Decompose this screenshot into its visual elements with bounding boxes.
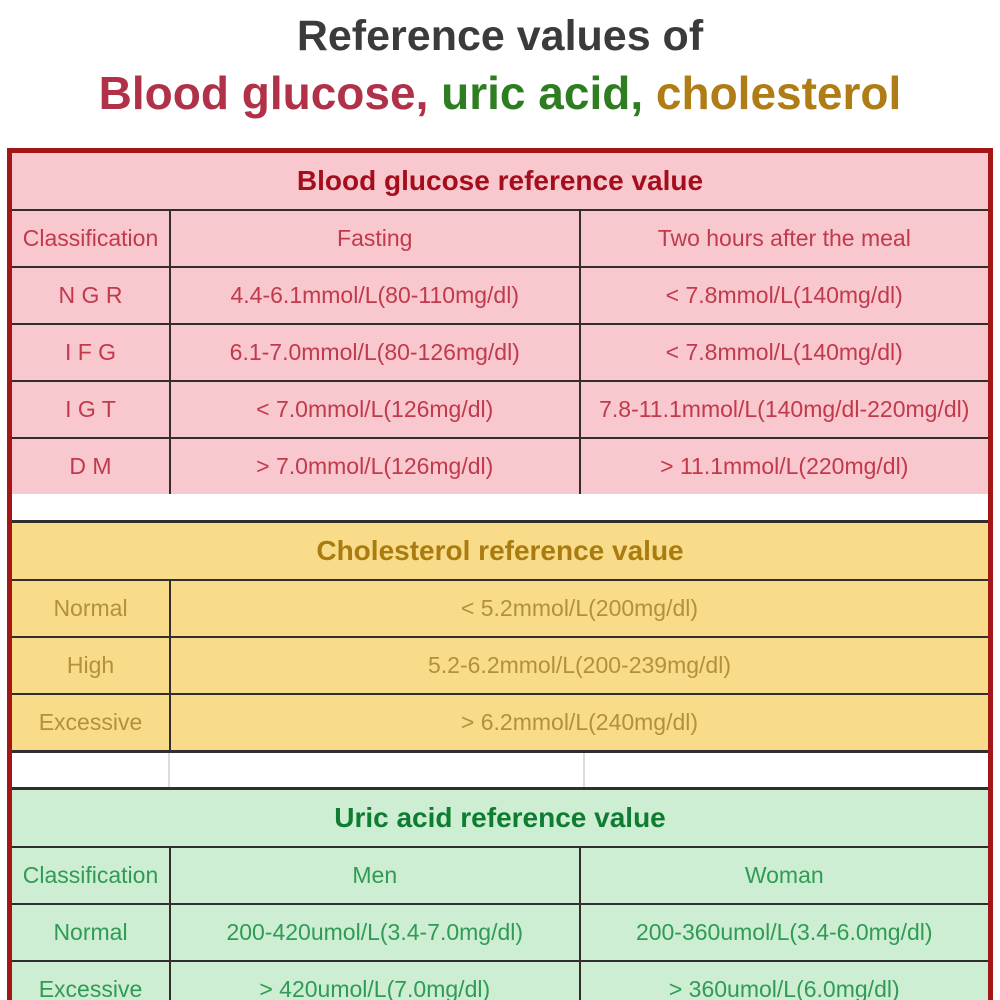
row-label: Normal [53, 595, 128, 621]
title-part-uric-acid: uric acid, [441, 67, 656, 119]
cell-value: 6.1-7.0mmol/L(80-126mg/dl) [169, 325, 579, 380]
cell-value: 4.4-6.1mmol/L(80-110mg/dl) [169, 268, 579, 323]
blood-glucose-table: Blood glucose reference value Classifica… [12, 153, 988, 494]
row-label: Excessive [38, 976, 143, 1000]
table-row-igt: I G T < 7.0mmol/L(126mg/dl) 7.8-11.1mmol… [12, 380, 988, 437]
column-header-classification: Classification [22, 225, 159, 251]
uric-acid-header-row: Classification Men Woman [12, 846, 988, 903]
cell-value: > 11.1mmol/L(220mg/dl) [578, 439, 989, 494]
row-label: Excessive [38, 709, 143, 735]
table-row-ifg: I F G 6.1-7.0mmol/L(80-126mg/dl) < 7.8mm… [12, 323, 988, 380]
column-header-woman: Woman [578, 848, 989, 903]
row-label: D M [69, 453, 112, 479]
cholesterol-table-title: Cholesterol reference value [316, 535, 684, 566]
row-label: I G T [65, 396, 116, 422]
cell-value: > 7.0mmol/L(126mg/dl) [169, 439, 579, 494]
cell-value: < 7.8mmol/L(140mg/dl) [578, 325, 989, 380]
page-title-line2: Blood glucose, uric acid, cholesterol [0, 64, 1000, 122]
cell-value: > 420umol/L(7.0mg/dl) [169, 962, 579, 1000]
uric-acid-table-title: Uric acid reference value [334, 802, 666, 833]
cell-value: > 360umol/L(6.0mg/dl) [578, 962, 989, 1000]
table-row-excessive: Excessive > 6.2mmol/L(240mg/dl) [12, 693, 988, 750]
page-title-line1: Reference values of [296, 12, 704, 60]
cell-value: > 6.2mmol/L(240mg/dl) [169, 695, 988, 750]
cell-value: 5.2-6.2mmol/L(200-239mg/dl) [169, 638, 988, 693]
uric-acid-table: Uric acid reference value Classification… [12, 787, 988, 1000]
spacer [12, 494, 988, 520]
cell-value: 200-360umol/L(3.4-6.0mg/dl) [578, 905, 989, 960]
blood-glucose-table-title: Blood glucose reference value [296, 165, 704, 196]
table-row-excessive: Excessive > 420umol/L(7.0mg/dl) > 360umo… [12, 960, 988, 1000]
table-row-normal: Normal < 5.2mmol/L(200mg/dl) [12, 579, 988, 636]
cell-value: < 5.2mmol/L(200mg/dl) [169, 581, 988, 636]
cell-value: < 7.8mmol/L(140mg/dl) [578, 268, 989, 323]
row-label: Normal [53, 919, 128, 945]
table-row-ngr: N G R 4.4-6.1mmol/L(80-110mg/dl) < 7.8mm… [12, 266, 988, 323]
cell-value: 200-420umol/L(3.4-7.0mg/dl) [169, 905, 579, 960]
spacer [12, 753, 988, 787]
table-row-normal: Normal 200-420umol/L(3.4-7.0mg/dl) 200-3… [12, 903, 988, 960]
blood-glucose-header-row: Classification Fasting Two hours after t… [12, 209, 988, 266]
column-header-two-hours: Two hours after the meal [578, 211, 989, 266]
spacer-column-line [12, 753, 170, 787]
column-header-men: Men [169, 848, 579, 903]
cell-value: < 7.0mmol/L(126mg/dl) [169, 382, 579, 437]
table-row-high: High 5.2-6.2mmol/L(200-239mg/dl) [12, 636, 988, 693]
column-header-classification: Classification [22, 862, 159, 888]
row-label: N G R [58, 282, 123, 308]
page-heading: Reference values of Blood glucose, uric … [0, 0, 1000, 148]
spacer-column-line [170, 753, 585, 787]
cell-value: 7.8-11.1mmol/L(140mg/dl-220mg/dl) [578, 382, 989, 437]
title-part-blood-glucose: Blood glucose, [98, 67, 442, 119]
row-label: High [66, 652, 115, 678]
cholesterol-table: Cholesterol reference value Normal < 5.2… [12, 520, 988, 753]
column-header-fasting: Fasting [169, 211, 579, 266]
table-row-dm: D M > 7.0mmol/L(126mg/dl) > 11.1mmol/L(2… [12, 437, 988, 494]
title-part-cholesterol: cholesterol [655, 67, 902, 119]
tables-frame: Blood glucose reference value Classifica… [7, 148, 993, 1000]
row-label: I F G [64, 339, 117, 365]
